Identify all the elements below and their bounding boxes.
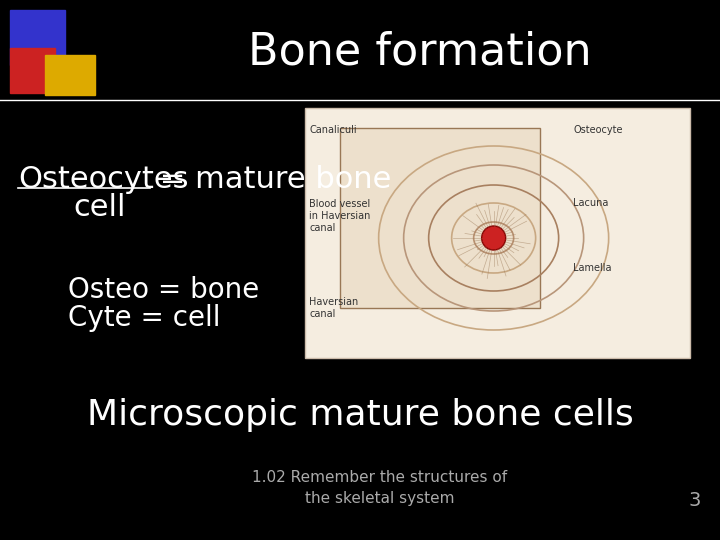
Text: Cyte = cell: Cyte = cell — [68, 304, 220, 332]
Bar — [305, 108, 690, 358]
Text: cell: cell — [73, 193, 126, 222]
Text: Osteo = bone: Osteo = bone — [68, 276, 259, 304]
Circle shape — [482, 226, 505, 250]
Text: = mature bone: = mature bone — [150, 165, 392, 194]
Text: Canaliculi: Canaliculi — [309, 125, 356, 135]
Text: Osteocytes: Osteocytes — [18, 165, 189, 194]
Text: Microscopic mature bone cells: Microscopic mature bone cells — [86, 398, 634, 432]
Bar — [10, 10, 65, 65]
Text: Lacuna: Lacuna — [573, 198, 608, 208]
Text: 3: 3 — [689, 490, 701, 510]
Text: Lamella: Lamella — [573, 263, 611, 273]
Text: Blood vessel
in Haversian
canal: Blood vessel in Haversian canal — [309, 199, 370, 233]
Text: Osteocyte: Osteocyte — [573, 125, 623, 135]
Text: Haversian
canal: Haversian canal — [309, 297, 359, 319]
Bar — [10, 48, 55, 93]
Text: Bone formation: Bone formation — [248, 30, 592, 73]
Bar — [340, 128, 540, 308]
Bar — [45, 55, 95, 95]
Text: 1.02 Remember the structures of
the skeletal system: 1.02 Remember the structures of the skel… — [253, 470, 508, 506]
